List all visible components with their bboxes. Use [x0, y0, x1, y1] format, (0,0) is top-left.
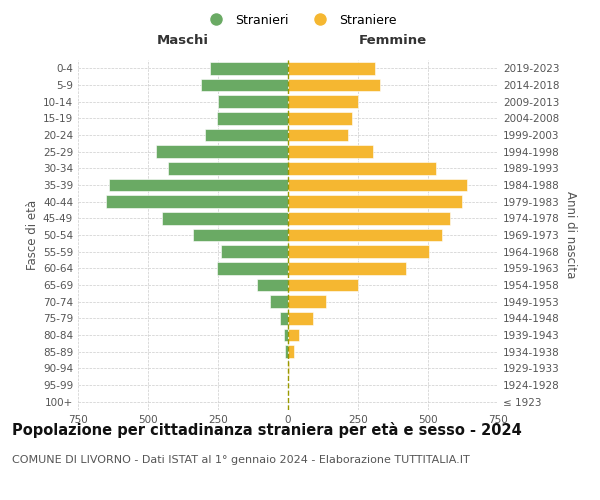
Bar: [288, 162, 436, 174]
Bar: [221, 246, 288, 258]
Text: Maschi: Maschi: [157, 34, 209, 46]
Bar: [193, 229, 288, 241]
Bar: [257, 279, 288, 291]
Bar: [285, 346, 288, 358]
Bar: [288, 229, 442, 241]
Bar: [288, 196, 461, 208]
Bar: [217, 262, 288, 274]
Bar: [218, 96, 288, 108]
Bar: [288, 329, 299, 341]
Bar: [109, 179, 288, 192]
Bar: [288, 212, 451, 224]
Bar: [288, 362, 289, 374]
Bar: [288, 296, 326, 308]
Bar: [288, 146, 373, 158]
Y-axis label: Fasce di età: Fasce di età: [26, 200, 39, 270]
Legend: Stranieri, Straniere: Stranieri, Straniere: [199, 8, 401, 32]
Bar: [288, 279, 358, 291]
Bar: [288, 179, 467, 192]
Bar: [288, 346, 293, 358]
Bar: [167, 162, 288, 174]
Bar: [106, 196, 288, 208]
Bar: [288, 129, 348, 141]
Bar: [288, 96, 358, 108]
Bar: [209, 62, 288, 74]
Bar: [205, 129, 288, 141]
Bar: [288, 246, 430, 258]
Text: COMUNE DI LIVORNO - Dati ISTAT al 1° gennaio 2024 - Elaborazione TUTTITALIA.IT: COMUNE DI LIVORNO - Dati ISTAT al 1° gen…: [12, 455, 470, 465]
Bar: [280, 312, 288, 324]
Bar: [288, 112, 352, 124]
Y-axis label: Anni di nascita: Anni di nascita: [564, 192, 577, 278]
Bar: [162, 212, 288, 224]
Bar: [288, 312, 313, 324]
Bar: [288, 79, 380, 92]
Bar: [270, 296, 288, 308]
Text: Popolazione per cittadinanza straniera per età e sesso - 2024: Popolazione per cittadinanza straniera p…: [12, 422, 522, 438]
Bar: [288, 262, 406, 274]
Bar: [201, 79, 288, 92]
Text: Femmine: Femmine: [359, 34, 427, 46]
Bar: [288, 62, 375, 74]
Bar: [157, 146, 288, 158]
Bar: [217, 112, 288, 124]
Bar: [284, 329, 288, 341]
